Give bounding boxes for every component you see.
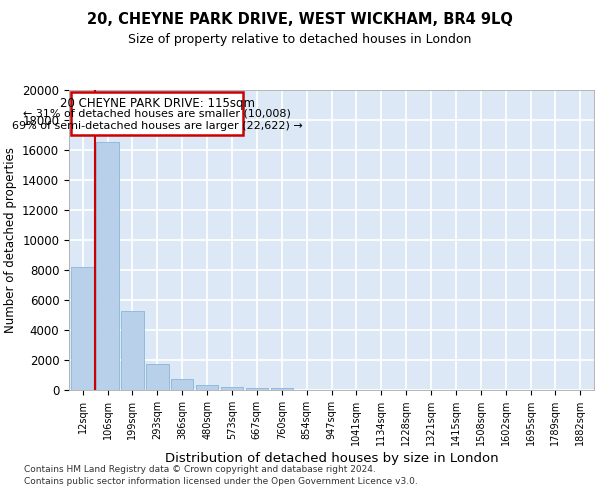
Bar [196,385,218,390]
Text: Contains public sector information licensed under the Open Government Licence v3: Contains public sector information licen… [24,477,418,486]
Text: 69% of semi-detached houses are larger (22,622) →: 69% of semi-detached houses are larger (… [12,120,303,130]
Bar [121,310,143,390]
Y-axis label: Number of detached properties: Number of detached properties [4,147,17,333]
X-axis label: Distribution of detached houses by size in London: Distribution of detached houses by size … [164,452,499,465]
Text: ← 31% of detached houses are smaller (10,008): ← 31% of detached houses are smaller (10… [23,108,291,118]
Text: 20, CHEYNE PARK DRIVE, WEST WICKHAM, BR4 9LQ: 20, CHEYNE PARK DRIVE, WEST WICKHAM, BR4… [87,12,513,28]
Bar [221,386,243,390]
Text: 20 CHEYNE PARK DRIVE: 115sqm: 20 CHEYNE PARK DRIVE: 115sqm [60,97,255,110]
Bar [271,388,293,390]
Bar [171,379,193,390]
FancyBboxPatch shape [71,92,243,135]
Bar [146,364,169,390]
Bar [71,267,94,390]
Bar [245,388,268,390]
Text: Size of property relative to detached houses in London: Size of property relative to detached ho… [128,32,472,46]
Text: Contains HM Land Registry data © Crown copyright and database right 2024.: Contains HM Land Registry data © Crown c… [24,465,376,474]
Bar [97,142,119,390]
